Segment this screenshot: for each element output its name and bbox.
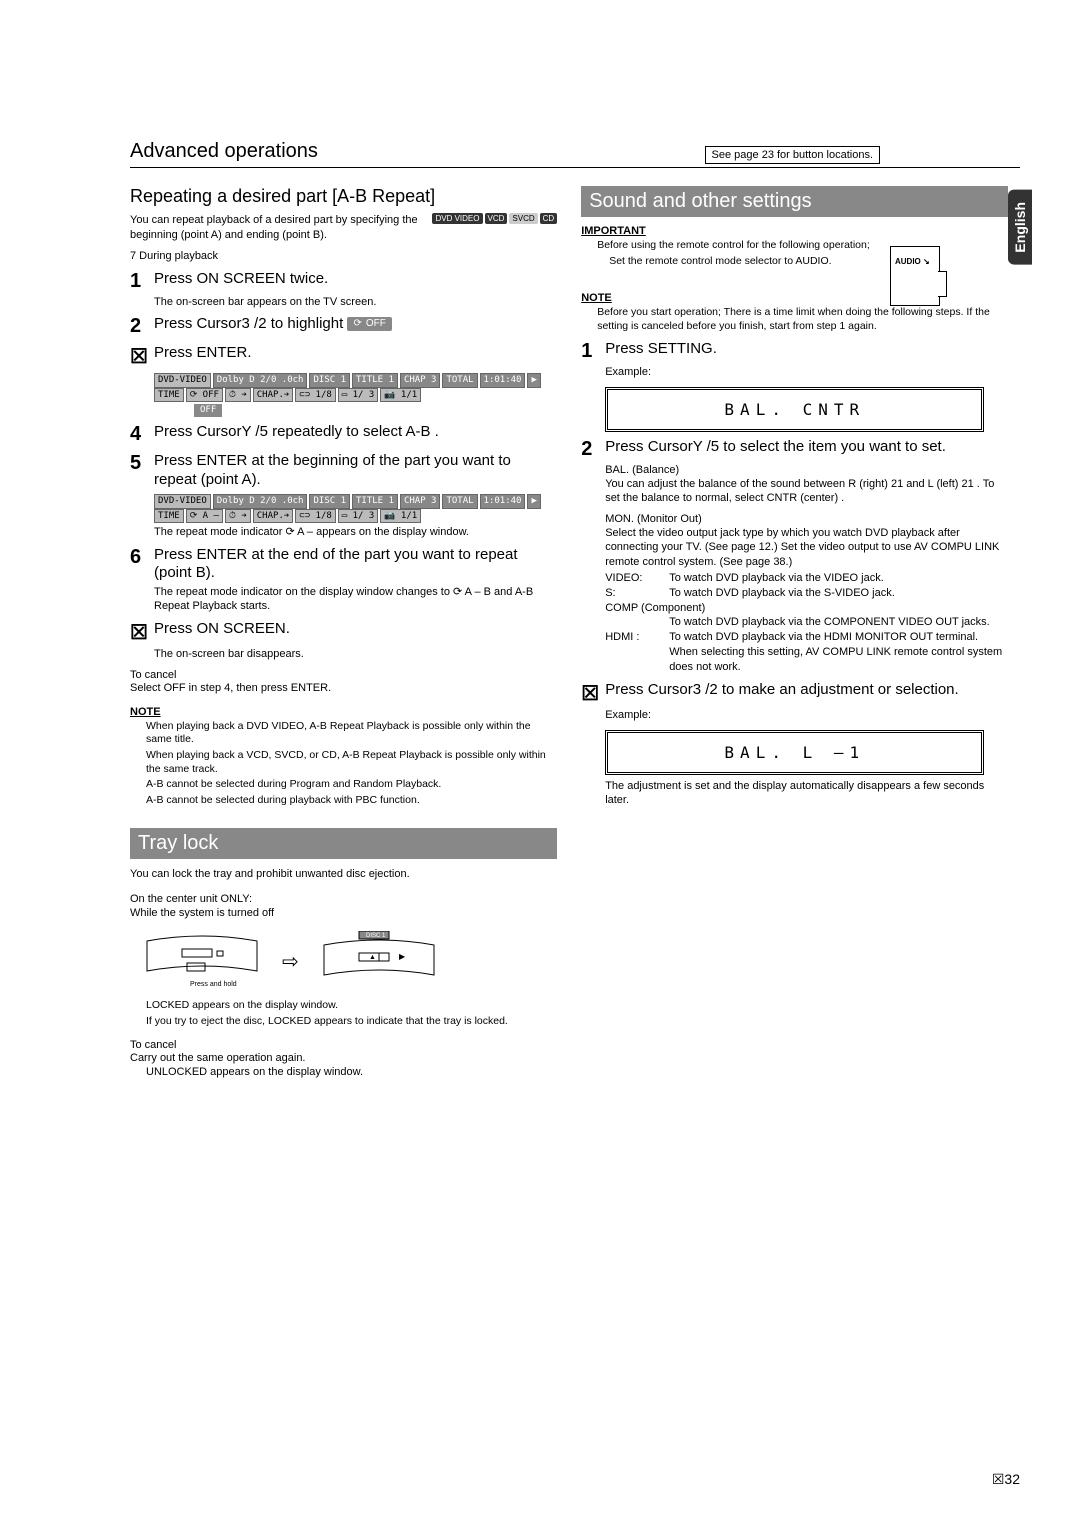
mon-hd: MON. (Monitor Out) <box>605 512 1008 526</box>
arrow-icon: ⇨ <box>282 949 299 974</box>
mon-body: Select the video output jack type by whi… <box>605 526 1008 569</box>
example-1: Example: <box>605 365 1008 379</box>
left-column: Repeating a desired part [A-B Repeat] Yo… <box>130 186 557 1080</box>
step-1: Press ON SCREEN twice. <box>154 270 557 293</box>
center-unit-right-icon: DISC 1 ▲ ▶ <box>319 931 439 991</box>
svg-text:DISC 1: DISC 1 <box>366 933 386 939</box>
during-playback: 7 During playback <box>130 249 557 264</box>
important-hd: IMPORTANT <box>581 225 1008 237</box>
important-2: Set the remote control mode selector to … <box>609 255 1008 269</box>
tray-lead-1: On the center unit ONLY: <box>130 892 557 907</box>
remote-audio-label: AUDIO ↘ <box>895 257 930 266</box>
step-7-num: ☒ <box>130 620 148 645</box>
step-6-num: 6 <box>130 546 148 584</box>
step-5-sub: The repeat mode indicator ⟳ A – appears … <box>154 525 557 539</box>
example-2: Example: <box>605 708 1008 722</box>
important-1: Before using the remote control for the … <box>597 239 1008 253</box>
vcd-icon: VCD <box>485 213 508 224</box>
ab-repeat-title: Repeating a desired part [A-B Repeat] <box>130 186 557 207</box>
step-4-num: 4 <box>130 423 148 446</box>
dvd-video-icon: DVD VIDEO <box>432 213 482 224</box>
step-6-sub: The repeat mode indicator on the display… <box>154 585 557 614</box>
ab-note-4: A-B cannot be selected during playback w… <box>146 794 557 808</box>
display-bal-cntr: BAL. CNTR <box>605 387 984 432</box>
ab-note-1: When playing back a DVD VIDEO, A-B Repea… <box>146 720 557 747</box>
osd-bar-2: DVD-VIDEO Dolby D 2/0 .0ch DISC 1 TITLE … <box>154 494 557 524</box>
svg-text:Press and hold: Press and hold <box>190 981 237 988</box>
right-column: Sound and other settings IMPORTANT Befor… <box>581 186 1008 1080</box>
tray-cancel-hd: To cancel <box>130 1039 557 1051</box>
ab-cancel: Select OFF in step 4, then press ENTER. <box>130 681 557 696</box>
media-icons: DVD VIDEO VCD SVCD CD <box>432 213 557 224</box>
step-4: Press CursorY /5 repeatedly to select A-… <box>154 423 557 446</box>
step-3-num: ☒ <box>130 344 148 369</box>
tray-intro: You can lock the tray and prohibit unwan… <box>130 867 557 882</box>
sound-after: The adjustment is set and the display au… <box>605 779 1008 808</box>
tray-cancel-2: UNLOCKED appears on the display window. <box>146 1065 557 1080</box>
sound-step-2: Press CursorY /5 to select the item you … <box>605 438 1008 461</box>
step-5: Press ENTER at the beginning of the part… <box>154 452 557 490</box>
center-unit-diagram: Press and hold ⇨ DISC 1 ▲ ▶ <box>142 931 557 991</box>
svg-text:▲: ▲ <box>369 954 376 961</box>
page-number: ☒32 <box>992 1471 1020 1488</box>
sound-note: Before you start operation; There is a t… <box>597 306 1008 333</box>
step-5-num: 5 <box>130 452 148 490</box>
tray-cancel-1: Carry out the same operation again. <box>130 1051 557 1066</box>
center-unit-left-icon: Press and hold <box>142 931 262 991</box>
monitor-out-options: VIDEO:To watch DVD playback via the VIDE… <box>605 571 1008 675</box>
step-2-num: 2 <box>130 315 148 338</box>
tray-locked-1: LOCKED appears on the display window. <box>146 999 557 1013</box>
sound-banner: Sound and other settings <box>581 186 1008 217</box>
page-header: Advanced operations <box>130 140 1020 168</box>
step-3: Press ENTER. <box>154 344 557 369</box>
step-7-sub: The on-screen bar disappears. <box>154 647 557 661</box>
bal-hd: BAL. (Balance) <box>605 463 1008 477</box>
step-7: Press ON SCREEN. <box>154 620 557 645</box>
svg-text:▶: ▶ <box>399 952 406 961</box>
sound-step-3-num: ☒ <box>581 681 599 706</box>
tray-lead-2: While the system is turned off <box>130 906 557 921</box>
language-tab: English <box>1008 190 1032 265</box>
step-6: Press ENTER at the end of the part you w… <box>154 546 557 584</box>
tray-locked-2: If you try to eject the disc, LOCKED app… <box>146 1015 557 1029</box>
step-1-sub: The on-screen bar appears on the TV scre… <box>154 295 557 309</box>
sound-step-3: Press Cursor3 /2 to make an adjustment o… <box>605 681 1008 706</box>
display-bal-l1: BAL. L –1 <box>605 730 984 775</box>
ab-note-2: When playing back a VCD, SVCD, or CD, A-… <box>146 749 557 776</box>
svcd-icon: SVCD <box>509 213 537 224</box>
tray-lock-banner: Tray lock <box>130 828 557 859</box>
cd-icon: CD <box>540 213 558 224</box>
osd-bar-1: DVD-VIDEO Dolby D 2/0 .0ch DISC 1 TITLE … <box>154 373 557 417</box>
sound-step-1-num: 1 <box>581 340 599 363</box>
ab-repeat-intro: You can repeat playback of a desired par… <box>130 213 426 243</box>
step-1-num: 1 <box>130 270 148 293</box>
ab-note-3: A-B cannot be selected during Program an… <box>146 778 557 792</box>
remote-selector-illustration: AUDIO ↘ <box>890 246 940 306</box>
bal-body: You can adjust the balance of the sound … <box>605 477 1008 506</box>
sound-step-2-num: 2 <box>581 438 599 461</box>
sound-step-1: Press SETTING. <box>605 340 1008 363</box>
button-locations-ref: See page 23 for button locations. <box>705 146 880 164</box>
ab-note-hd: NOTE <box>130 706 557 718</box>
repeat-off-pill: ⟳ OFF <box>347 317 391 332</box>
ab-cancel-hd: To cancel <box>130 669 557 681</box>
step-2: Press Cursor3 /2 to highlight ⟳ OFF <box>154 315 557 338</box>
